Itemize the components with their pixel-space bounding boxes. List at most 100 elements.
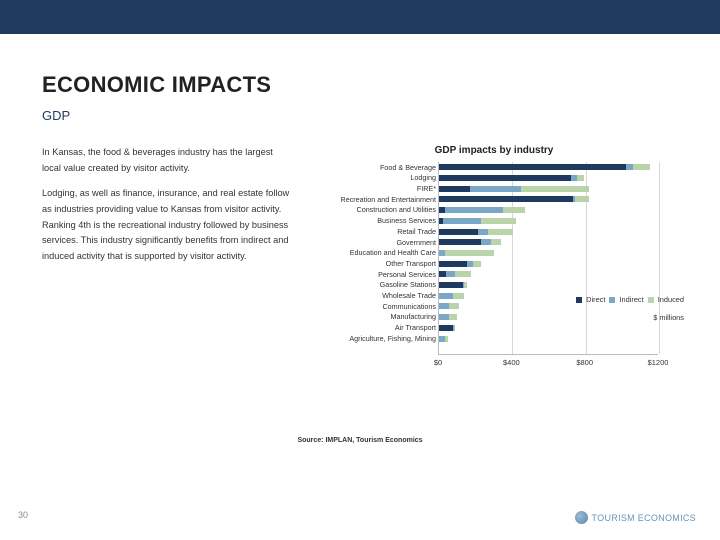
- bar-row: [439, 207, 525, 213]
- bar-segment: [445, 207, 504, 213]
- bar-row: [439, 229, 513, 235]
- legend-label-indirect: Indirect: [619, 295, 643, 304]
- legend-swatch-direct: [576, 297, 582, 303]
- bar-segment: [478, 229, 488, 235]
- bar-row: [439, 175, 584, 181]
- category-label: Air Transport: [310, 322, 436, 333]
- x-tick-label: $400: [503, 358, 520, 367]
- chart-title: GDP impacts by industry: [310, 145, 678, 156]
- bar-row: [439, 325, 455, 331]
- bar-segment: [439, 164, 626, 170]
- bar-segment: [453, 293, 464, 299]
- brand-text: TOURISM ECONOMICS: [592, 513, 696, 523]
- bar-segment: [481, 239, 491, 245]
- paragraph-2: Lodging, as well as finance, insurance, …: [42, 186, 292, 264]
- category-label: Agriculture, Fishing, Mining: [310, 333, 436, 344]
- chart-plot: [438, 162, 658, 355]
- category-label: Other Transport: [310, 258, 436, 269]
- category-label: FIRE*: [310, 183, 436, 194]
- bar-row: [439, 196, 589, 202]
- legend-swatch-induced: [648, 297, 654, 303]
- bar-segment: [449, 303, 459, 309]
- legend-label-direct: Direct: [586, 295, 605, 304]
- bar-row: [439, 336, 448, 342]
- chart-unit-label: $ millions: [653, 313, 684, 322]
- bar-segment: [470, 186, 521, 192]
- bar-row: [439, 164, 650, 170]
- category-label: Manufacturing: [310, 312, 436, 323]
- page-subtitle: GDP: [42, 108, 678, 123]
- category-label: Food & Beverage: [310, 162, 436, 173]
- bar-segment: [439, 196, 573, 202]
- bar-segment: [633, 164, 650, 170]
- bar-segment: [577, 175, 584, 181]
- bar-segment: [439, 261, 467, 267]
- bar-segment: [626, 164, 633, 170]
- x-tick-label: $0: [434, 358, 442, 367]
- category-label: Gasoline Stations: [310, 280, 436, 291]
- bar-segment: [443, 218, 482, 224]
- bar-segment: [439, 314, 449, 320]
- brand-footer: TOURISM ECONOMICS: [575, 511, 696, 524]
- category-label: Recreation and Entertainment: [310, 194, 436, 205]
- legend-swatch-indirect: [609, 297, 615, 303]
- bar-segment: [503, 207, 525, 213]
- bar-segment: [575, 196, 589, 202]
- legend-label-induced: Induced: [658, 295, 684, 304]
- category-label: Business Services: [310, 215, 436, 226]
- bar-segment: [439, 325, 453, 331]
- category-label: Wholesale Trade: [310, 290, 436, 301]
- bar-segment: [439, 175, 571, 181]
- bar-row: [439, 271, 471, 277]
- bar-segment: [454, 325, 455, 331]
- bar-row: [439, 293, 464, 299]
- category-label: Communications: [310, 301, 436, 312]
- bar-segment: [445, 250, 495, 256]
- bar-segment: [491, 239, 501, 245]
- category-label: Retail Trade: [310, 226, 436, 237]
- category-label: Government: [310, 237, 436, 248]
- bar-row: [439, 218, 516, 224]
- source-attribution: Source: IMPLAN, Tourism Economics: [297, 437, 422, 444]
- page-title: ECONOMIC IMPACTS: [42, 72, 678, 98]
- bar-row: [439, 282, 467, 288]
- bar-row: [439, 261, 481, 267]
- bar-segment: [481, 218, 516, 224]
- chart-plot-area: Food & BeverageLodgingFIRE*Recreation an…: [318, 162, 658, 380]
- bar-segment: [521, 186, 589, 192]
- globe-icon: [575, 511, 588, 524]
- bar-segment: [439, 293, 453, 299]
- bar-segment: [449, 314, 457, 320]
- bar-row: [439, 303, 459, 309]
- bar-row: [439, 186, 589, 192]
- chart-container: GDP impacts by industry Food & BeverageL…: [310, 145, 678, 380]
- category-label: Lodging: [310, 173, 436, 184]
- bar-segment: [488, 229, 514, 235]
- bar-segment: [439, 186, 470, 192]
- x-tick-label: $1200: [648, 358, 669, 367]
- bar-segment: [455, 271, 472, 277]
- bar-row: [439, 250, 494, 256]
- bar-segment: [473, 261, 481, 267]
- page-number: 30: [18, 510, 28, 520]
- body-copy: In Kansas, the food & beverages industry…: [42, 145, 292, 380]
- header-bar: [0, 0, 720, 34]
- bar-row: [439, 239, 501, 245]
- content-area: ECONOMIC IMPACTS GDP In Kansas, the food…: [0, 34, 720, 380]
- chart-category-labels: Food & BeverageLodgingFIRE*Recreation an…: [310, 162, 436, 344]
- bar-segment: [445, 336, 449, 342]
- bar-segment: [439, 282, 463, 288]
- category-label: Construction and Utilities: [310, 205, 436, 216]
- bar-segment: [446, 271, 454, 277]
- bar-row: [439, 314, 457, 320]
- two-column-layout: In Kansas, the food & beverages industry…: [42, 145, 678, 380]
- x-tick-label: $800: [576, 358, 593, 367]
- category-label: Personal Services: [310, 269, 436, 280]
- paragraph-1: In Kansas, the food & beverages industry…: [42, 145, 292, 176]
- chart-legend: Direct Indirect Induced: [576, 295, 684, 304]
- category-label: Education and Health Care: [310, 248, 436, 259]
- bar-segment: [439, 229, 478, 235]
- bar-segment: [439, 303, 449, 309]
- bar-segment: [439, 271, 446, 277]
- bar-segment: [439, 239, 481, 245]
